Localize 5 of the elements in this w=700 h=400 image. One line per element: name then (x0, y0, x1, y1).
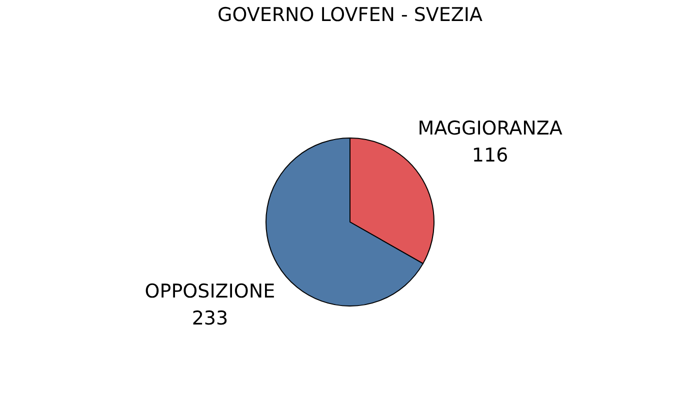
slice-label: OPPOSIZIONE (144, 280, 276, 302)
data-label: 116 (472, 144, 508, 167)
chart-title: GOVERNO LOVFEN - SVEZIA (217, 4, 483, 26)
data-label: 233 (192, 307, 228, 330)
slice-label: MAGGIORANZA (418, 118, 562, 140)
